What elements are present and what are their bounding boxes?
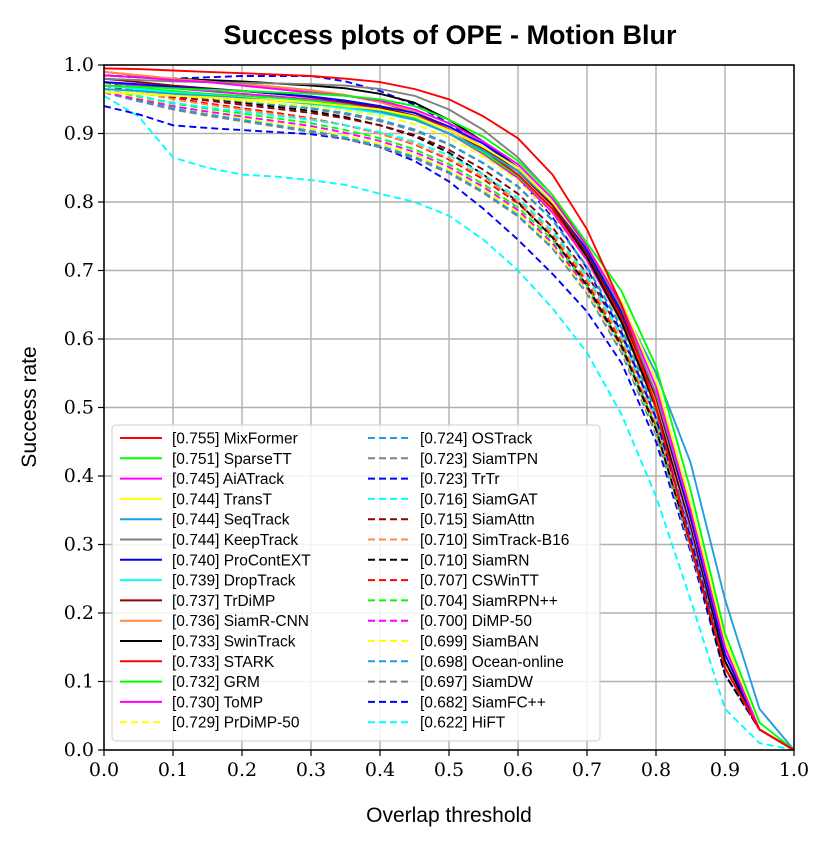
legend-label: [0.736] SiamR-CNN	[172, 613, 309, 630]
series-line	[103, 91, 795, 751]
y-tick-label: 0.6	[64, 328, 94, 350]
series-line	[103, 88, 795, 751]
series-line	[103, 88, 795, 751]
series-line	[103, 84, 795, 751]
y-axis-label: Success rate	[18, 346, 41, 467]
y-tick-label: 0.0	[64, 739, 94, 761]
legend-label: [0.744] TransT	[172, 491, 272, 508]
legend-label: [0.729] PrDiMP-50	[172, 715, 300, 732]
x-tick-label: 0.0	[89, 759, 119, 781]
y-tick-label: 0.5	[64, 397, 94, 419]
y-tick-label: 1.0	[64, 54, 94, 76]
x-tick-label: 0.9	[710, 759, 740, 781]
x-tick-label: 0.6	[503, 759, 533, 781]
x-tick-label: 0.4	[365, 759, 395, 781]
x-tick-label: 0.5	[434, 759, 464, 781]
x-tick-label: 0.7	[572, 759, 602, 781]
y-tick-label: 0.9	[64, 123, 94, 145]
legend-label: [0.723] SiamTPN	[420, 451, 538, 468]
legend-label: [0.700] DiMP-50	[420, 613, 532, 630]
series-line	[103, 91, 795, 751]
series-line	[103, 105, 795, 751]
y-tick-label: 0.1	[64, 671, 94, 693]
legend-label: [0.724] OSTrack	[420, 431, 533, 448]
legend-label: [0.732] GRM	[172, 674, 260, 691]
legend-label: [0.739] DropTrack	[172, 573, 296, 590]
y-tick-label: 0.2	[64, 602, 94, 624]
y-tick-label: 0.4	[64, 465, 94, 487]
legend-label: [0.704] SiamRPN++	[420, 593, 558, 610]
legend-label: [0.755] MixFormer	[172, 431, 298, 448]
legend-label: [0.730] ToMP	[172, 694, 263, 711]
legend-label: [0.682] SiamFC++	[420, 694, 546, 711]
x-tick-label: 0.1	[158, 759, 188, 781]
legend-label: [0.715] SiamAttn	[420, 512, 535, 529]
series-lines	[103, 67, 795, 751]
legend-label: [0.723] TrTr	[420, 471, 500, 488]
legend-label: [0.744] SeqTrack	[172, 512, 290, 529]
series-line	[103, 67, 795, 751]
x-axis-label: Overlap threshold	[366, 804, 532, 827]
legend-label: [0.740] ProContEXT	[172, 552, 311, 569]
series-line	[103, 88, 795, 751]
legend-label: [0.733] STARK	[172, 654, 275, 671]
series-line	[103, 91, 795, 751]
x-tick-label: 1.0	[779, 759, 809, 781]
series-line	[103, 74, 795, 751]
legend-label: [0.745] AiATrack	[172, 471, 284, 488]
legend-label: [0.710] SimTrack-B16	[420, 532, 569, 549]
legend-label: [0.622] HiFT	[420, 715, 506, 732]
legend-label: [0.733] SwinTrack	[172, 634, 296, 651]
series-line	[103, 91, 795, 751]
chart-title: Success plots of OPE - Motion Blur	[223, 20, 677, 50]
x-tick-label: 0.8	[641, 759, 671, 781]
legend-label: [0.707] CSWinTT	[420, 573, 539, 590]
legend-label: [0.710] SiamRN	[420, 552, 529, 569]
legend-label: [0.698] Ocean-online	[420, 654, 564, 671]
x-tick-label: 0.2	[227, 759, 257, 781]
y-tick-label: 0.3	[64, 534, 94, 556]
legend-label: [0.737] TrDiMP	[172, 593, 275, 610]
x-tick-label: 0.3	[296, 759, 326, 781]
legend: [0.755] MixFormer [0.751] SparseTT [0.745]…	[111, 424, 601, 742]
y-tick-label: 0.7	[64, 260, 94, 282]
legend-label: [0.699] SiamBAN	[420, 634, 539, 651]
series-line	[103, 88, 795, 751]
y-tick-label: 0.8	[64, 191, 94, 213]
axis-ticks: 0.0 0.1 0.2 0.3 0.4 0.5 0.6 0.7 0.8 0.9 1.0 0.0 0.1 0…	[64, 54, 809, 781]
legend-label: [0.751] SparseTT	[172, 451, 292, 468]
series-line	[103, 94, 795, 751]
legend-box	[111, 424, 601, 742]
series-line	[103, 84, 795, 751]
legend-label: [0.716] SiamGAT	[420, 491, 538, 508]
legend-label: [0.697] SiamDW	[420, 674, 533, 691]
legend-label: [0.744] KeepTrack	[172, 532, 298, 549]
